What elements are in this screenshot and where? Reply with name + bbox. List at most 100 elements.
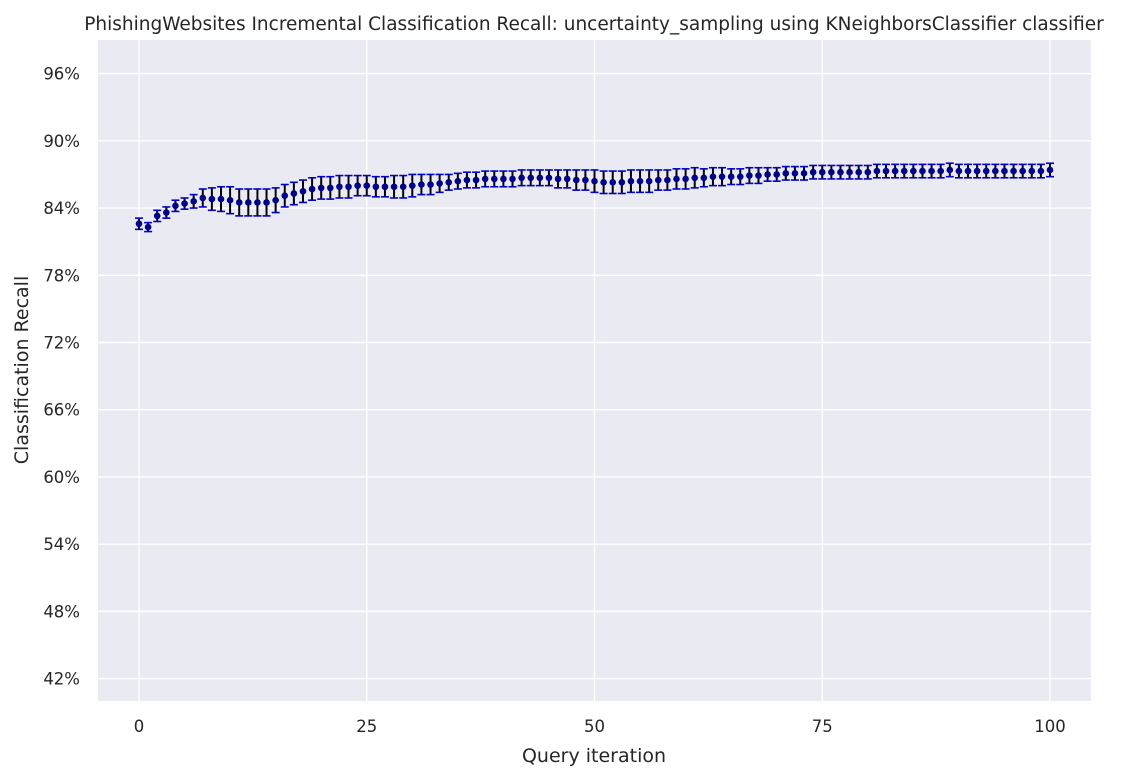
data-point [490, 175, 498, 183]
data-point [736, 173, 744, 180]
data-point [700, 174, 708, 182]
data-point [846, 168, 853, 176]
y-tick-label: 78% [43, 266, 80, 285]
data-point [591, 177, 598, 185]
data-point [463, 176, 471, 184]
data-point [263, 199, 270, 206]
data-point [500, 175, 507, 183]
data-point [536, 174, 544, 182]
data-point [609, 178, 617, 186]
data-point [992, 167, 999, 175]
data-point [418, 181, 425, 188]
data-point [746, 172, 753, 179]
data-point [891, 167, 899, 175]
chart-title: PhishingWebsites Incremental Classificat… [84, 14, 1104, 35]
data-point [618, 178, 626, 186]
data-point [454, 177, 462, 185]
data-point [427, 181, 434, 188]
data-point [755, 172, 762, 179]
data-point [645, 177, 653, 185]
y-tick-label: 60% [43, 468, 80, 487]
data-point [372, 183, 380, 191]
data-point [281, 192, 289, 200]
data-point [928, 167, 935, 175]
data-point [381, 183, 389, 191]
x-tick-label: 50 [584, 717, 605, 736]
grid-lines [98, 40, 1091, 701]
data-point [900, 167, 908, 175]
y-tick-label: 42% [43, 670, 80, 689]
data-point [308, 185, 316, 193]
data-point [144, 223, 152, 231]
data-point [809, 168, 817, 176]
data-point [518, 174, 525, 182]
data-point [818, 168, 826, 176]
data-point [855, 168, 862, 176]
data-points [135, 166, 1054, 231]
data-point [472, 176, 480, 184]
data-point [436, 180, 443, 187]
data-point [718, 173, 726, 180]
data-point [955, 167, 963, 175]
data-point [1046, 166, 1054, 174]
y-axis-label: Classification Recall [11, 276, 33, 464]
data-point [1001, 167, 1008, 175]
data-point [773, 171, 781, 178]
data-point [582, 176, 589, 184]
data-point [837, 168, 844, 176]
data-point [910, 167, 917, 175]
data-point [445, 178, 453, 186]
data-point [408, 182, 416, 189]
y-tick-label: 66% [43, 401, 80, 420]
data-point [399, 183, 407, 191]
data-point [390, 183, 398, 191]
data-point [163, 209, 170, 216]
data-point [709, 173, 717, 180]
data-point [199, 194, 207, 202]
data-point [336, 183, 343, 191]
data-point [964, 167, 972, 175]
data-point [181, 200, 188, 207]
data-point [764, 171, 771, 178]
data-point [882, 167, 890, 175]
x-tick-label: 75 [812, 717, 833, 736]
data-point [290, 190, 298, 197]
data-point [937, 167, 944, 175]
data-point [982, 167, 990, 175]
data-point [272, 196, 279, 204]
data-point [172, 202, 179, 210]
data-point [1019, 167, 1026, 175]
data-point [235, 199, 243, 206]
y-tick-labels: 42% 48% 54% 60% 66% 72% 78% 84% 90% 96% [43, 65, 80, 689]
data-point [1037, 167, 1045, 175]
data-point [254, 199, 261, 206]
data-point [153, 212, 161, 220]
data-point [654, 176, 662, 184]
y-tick-label: 48% [43, 602, 80, 621]
data-point [135, 220, 143, 228]
data-point [563, 175, 571, 183]
data-point [226, 196, 234, 204]
data-point [800, 170, 808, 177]
y-tick-label: 72% [43, 333, 80, 352]
data-point [973, 167, 981, 175]
data-point [673, 175, 680, 183]
data-point [664, 176, 671, 184]
x-tick-label: 25 [356, 717, 377, 736]
data-point [345, 183, 352, 191]
data-point [727, 173, 735, 180]
x-tick-label: 0 [134, 717, 145, 736]
data-point [627, 177, 635, 185]
data-point [217, 195, 225, 203]
data-point [682, 175, 689, 183]
data-point [873, 167, 881, 175]
data-point [554, 175, 562, 183]
data-point [1010, 167, 1017, 175]
data-point [481, 175, 489, 183]
y-tick-label: 54% [43, 535, 80, 554]
data-point [545, 174, 553, 182]
y-tick-label: 84% [43, 199, 80, 218]
data-point [208, 195, 216, 203]
data-point [946, 166, 954, 174]
data-point [864, 168, 872, 176]
